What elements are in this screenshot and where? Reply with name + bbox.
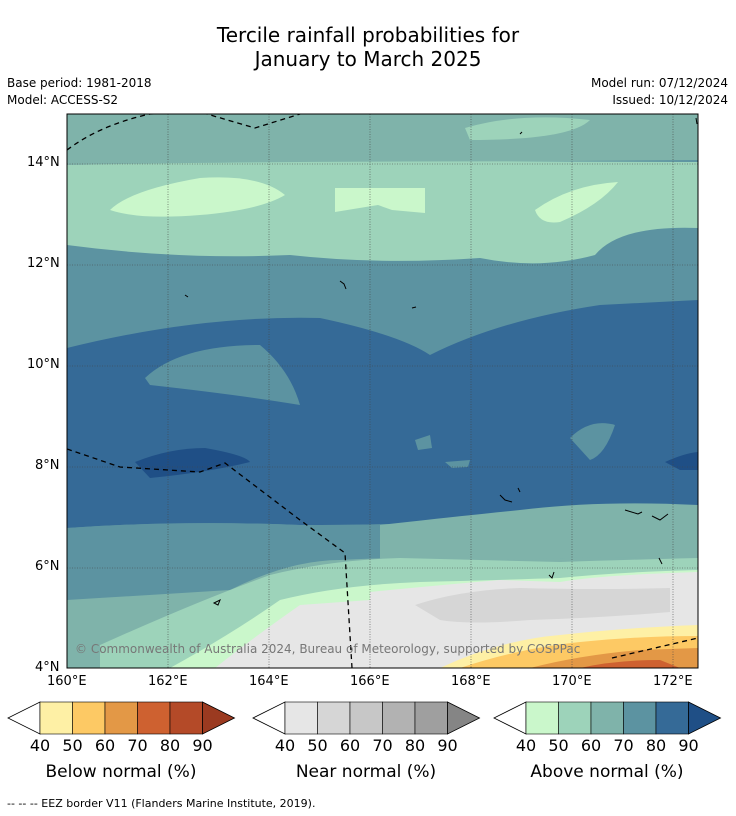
lat-label-4n: 4°N: [35, 660, 60, 675]
above-normal-bin-40: [525, 701, 559, 735]
near-normal-over-arrow: [447, 701, 481, 735]
near-normal-tick-label: 60: [339, 736, 361, 755]
near-normal-under-arrow: [252, 701, 286, 735]
base-period-label: Base period: 1981-2018: [7, 76, 152, 90]
above-normal-bin-60: [590, 701, 624, 735]
eez-border: [67, 114, 698, 668]
copyright-notice: © Commonwealth of Australia 2024, Bureau…: [75, 642, 581, 656]
lat-label-12n: 12°N: [27, 256, 60, 271]
lon-label-164e: 164°E: [249, 674, 289, 689]
below-normal-tick-label: 40: [29, 736, 51, 755]
near-normal-tick-label: 40: [274, 736, 296, 755]
below-normal-bin-50: [72, 701, 106, 735]
near-normal-bin-40: [284, 701, 318, 735]
lat-label-10n: 10°N: [27, 357, 60, 372]
near-normal-tick-label: 80: [404, 736, 426, 755]
near-normal-tick-label: 90: [437, 736, 458, 755]
above-normal-tick-label: 90: [678, 736, 699, 755]
lon-label-166e: 166°E: [350, 674, 390, 689]
below-normal-bin-40: [39, 701, 73, 735]
issued-label: Issued: 10/12/2024: [612, 93, 728, 107]
map-frame: [66, 113, 699, 669]
forecast-map: [66, 113, 699, 669]
above-normal-tick-label: 60: [580, 736, 602, 755]
above-normal-tick-label: 80: [645, 736, 667, 755]
above-normal-bin-70: [623, 701, 657, 735]
below-normal-tick-label: 70: [127, 736, 148, 755]
lon-label-160e: 160°E: [47, 674, 87, 689]
islands: [184, 117, 698, 606]
lat-label-8n: 8°N: [35, 458, 60, 473]
above-normal-under-arrow: [493, 701, 527, 735]
lon-label-168e: 168°E: [451, 674, 491, 689]
graticule: [67, 114, 698, 668]
below-normal-bin-60: [104, 701, 138, 735]
near-normal-title: Near normal (%): [295, 762, 437, 782]
near-normal-tick-label: 50: [307, 736, 328, 755]
map-title-line-2: January to March 2025: [254, 47, 482, 71]
below-normal-under-arrow: [7, 701, 41, 735]
below-normal-bin-70: [137, 701, 171, 735]
below-normal-tick-label: 50: [62, 736, 83, 755]
above-normal-tick-label: 70: [613, 736, 634, 755]
below-normal-bin-80: [169, 701, 203, 735]
below-normal-tick-label: 80: [159, 736, 181, 755]
above-normal-bin-50: [558, 701, 592, 735]
above-normal-tick-label: 40: [515, 736, 537, 755]
model-label: Model: ACCESS-S2: [7, 93, 119, 107]
lon-label-170e: 170°E: [552, 674, 592, 689]
lat-label-6n: 6°N: [35, 559, 60, 574]
below-normal-title: Below normal (%): [45, 762, 197, 782]
eez-footnote: -- -- -- EEZ border V11 (Flanders Marine…: [7, 797, 316, 810]
above-normal-tick-label: 50: [548, 736, 569, 755]
lon-label-162e: 162°E: [148, 674, 188, 689]
near-normal-bin-60: [349, 701, 383, 735]
above-normal-bin-80: [655, 701, 689, 735]
near-normal-tick-label: 70: [372, 736, 393, 755]
model-run-label: Model run: 07/12/2024: [590, 76, 728, 90]
near-normal-bin-70: [382, 701, 416, 735]
near-normal-bin-50: [317, 701, 351, 735]
above-normal-colorbar: [493, 701, 722, 735]
below-normal-over-arrow: [202, 701, 236, 735]
above-normal-over-arrow: [688, 701, 722, 735]
below-normal-tick-label: 60: [94, 736, 116, 755]
below-normal-colorbar: [7, 701, 236, 735]
below-normal-tick-label: 90: [192, 736, 213, 755]
lon-label-172e: 172°E: [653, 674, 693, 689]
near-normal-bin-80: [414, 701, 448, 735]
above-normal-title: Above normal (%): [530, 762, 684, 782]
probability-shading: [67, 114, 698, 668]
lat-label-14n: 14°N: [27, 155, 60, 170]
map-title-line-1: Tercile rainfall probabilities for: [216, 23, 520, 47]
near-normal-colorbar: [252, 701, 481, 735]
